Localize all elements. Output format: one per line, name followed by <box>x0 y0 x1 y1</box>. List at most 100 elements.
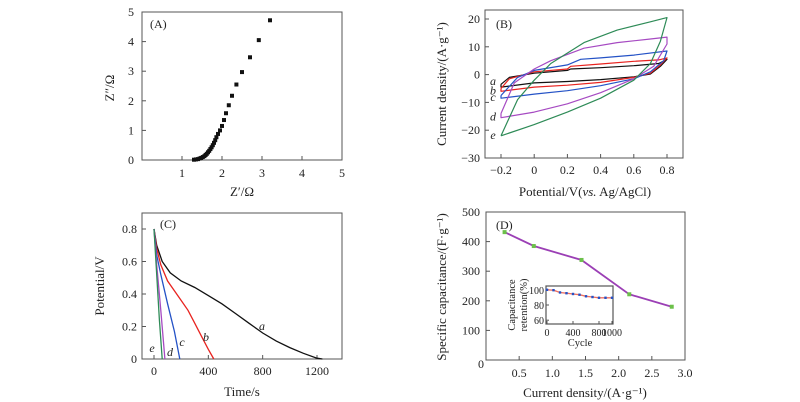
panel-a-point <box>210 143 215 148</box>
panel-a-point <box>248 55 252 60</box>
panel-b-frame <box>484 9 684 159</box>
inset-ylabel-line2: retention(%) <box>519 278 530 332</box>
panel-b-xtick-label: 0.2 <box>560 163 575 177</box>
panel-c-ytick-label: 0 <box>131 352 137 366</box>
panel-b-curve-b <box>500 57 668 92</box>
panel-a-xtick-label: 1 <box>179 166 185 180</box>
panel-d-ytick-label: 0 <box>478 357 484 371</box>
inset-ytick-label: 80 <box>534 301 544 312</box>
panel-a-point <box>224 111 228 116</box>
inset-point <box>597 296 601 299</box>
panel-a-ylabel: Z″/Ω <box>102 75 117 102</box>
panel-a-xtick-label: 3 <box>259 166 265 180</box>
panel-b-xtick-label: 0.4 <box>593 163 608 177</box>
panel-b-ytick-label: −10 <box>461 95 480 109</box>
panel-a: (A) 1 2 3 4 5 0 1 2 3 4 5 Z′/Ω Z″/Ω <box>102 5 345 199</box>
panel-d-ylabel: Specific capacitance/(F·g⁻¹) <box>434 213 449 361</box>
panel-c-curve-e <box>153 228 163 360</box>
panel-b-label: (B) <box>496 17 512 31</box>
panel-b-curve-c <box>500 50 668 99</box>
panel-c-ytick-label: 0.8 <box>122 222 137 236</box>
inset-point <box>604 296 607 299</box>
panel-d-point <box>627 292 632 297</box>
panel-a-xtick-label: 4 <box>299 166 305 180</box>
panel-a-ytick-label: 3 <box>128 64 134 78</box>
panel-a-ytick-label: 2 <box>128 94 134 108</box>
panel-d-ytick-label: 200 <box>462 294 480 308</box>
inset-frame <box>545 285 614 325</box>
inset-point <box>610 296 614 299</box>
panel-b-xtick-label: −0.2 <box>490 163 512 177</box>
panel-d-xlabel: Current density/(A·g⁻¹) <box>523 385 647 400</box>
inset-point <box>558 291 562 294</box>
panel-c-ytick-label: 0.6 <box>122 255 137 269</box>
panel-c-curve-label-d: d <box>167 345 174 359</box>
panel-d-point <box>669 304 674 309</box>
inset-xtick-label: 800 <box>592 328 607 339</box>
panel-c-curve-label-a: a <box>259 319 265 333</box>
panel-c-xtick-label: 0 <box>151 364 157 378</box>
panel-b-curve-label-d: d <box>490 110 497 124</box>
inset-ytick-label: 100 <box>529 286 544 297</box>
inset-point <box>571 292 575 296</box>
panel-c-curve-label-e: e <box>149 341 155 355</box>
panel-c-ytick-label: 0.2 <box>122 320 137 334</box>
inset-point <box>545 288 549 291</box>
inset-ytick-label: 60 <box>534 316 544 327</box>
panel-b-curve-label-c: c <box>490 90 496 104</box>
panel-d-ytick-label: 300 <box>462 264 480 278</box>
panel-c-ylabel: Potential/V <box>92 256 107 316</box>
panel-d-xtick-label: 2.0 <box>611 366 626 380</box>
panel-b-xtick-label: 0.6 <box>626 163 641 177</box>
panel-c-curve-a <box>153 228 323 360</box>
inset-point <box>591 295 594 299</box>
panel-c-label: (C) <box>160 217 176 231</box>
panel-a-xlabel: Z′/Ω <box>230 184 254 199</box>
panel-b-ylabel: Current density/(A·g⁻¹) <box>434 22 449 146</box>
panel-b-curve-label-b: b <box>490 83 496 97</box>
panel-b-ytick-label: −20 <box>461 123 480 137</box>
panel-c-ytick-label: 0.4 <box>122 287 137 301</box>
panel-c-xtick-label: 400 <box>199 364 217 378</box>
inset-point <box>578 293 581 296</box>
panel-b-ytick-label: 0 <box>474 68 480 82</box>
panel-d-label: (D) <box>496 218 513 232</box>
panel-a-point <box>240 70 244 75</box>
panel-a-point <box>268 18 272 23</box>
panel-b-xlabel: Potential/V(vs. Ag/AgCl) <box>519 184 651 199</box>
panel-a-point <box>230 93 234 98</box>
panel-a-point <box>226 103 231 108</box>
panel-a-ytick-label: 4 <box>128 35 134 49</box>
panel-c-xtick-label: 800 <box>254 364 272 378</box>
panel-d-xtick-label: 2.5 <box>644 366 659 380</box>
panel-c-xtick-label: 1200 <box>305 364 329 378</box>
panel-a-point <box>218 128 222 133</box>
panel-a-ytick-label: 1 <box>128 123 134 137</box>
panel-b-xtick-label: 0.8 <box>660 163 675 177</box>
panel-c-curve-label-b: b <box>203 330 209 344</box>
panel-a-point <box>256 38 261 43</box>
panel-d-xtick-label: 1.0 <box>545 366 560 380</box>
inset-xtick-label: 1000 <box>602 328 622 339</box>
panel-b-curve-label-a: a <box>490 74 496 88</box>
panel-d: (D) 0.5 1.0 1.5 2.0 2.5 3.0 0100200300400500 … <box>434 205 693 400</box>
panel-a-point <box>214 135 219 140</box>
panel-a-point <box>216 131 220 136</box>
panel-a-point <box>220 123 224 128</box>
inset-point <box>584 295 588 298</box>
panel-b-ytick-label: 20 <box>468 12 480 26</box>
inset-xlabel: Cycle <box>568 338 593 349</box>
panel-a-ytick-label: 0 <box>128 153 134 167</box>
panel-a-point <box>213 138 218 143</box>
panel-a-frame <box>141 11 343 161</box>
inset-xtick-label: 400 <box>566 328 581 339</box>
panel-b-xtick-label: 0 <box>531 163 537 177</box>
panel-d-point <box>502 230 507 235</box>
panel-b-curve-label-e: e <box>490 128 496 142</box>
panel-d-ytick-label: 500 <box>462 205 480 219</box>
inset-point <box>565 292 568 295</box>
panel-c-curve-label-c: c <box>179 335 185 349</box>
panel-b-curve-e <box>500 17 668 137</box>
